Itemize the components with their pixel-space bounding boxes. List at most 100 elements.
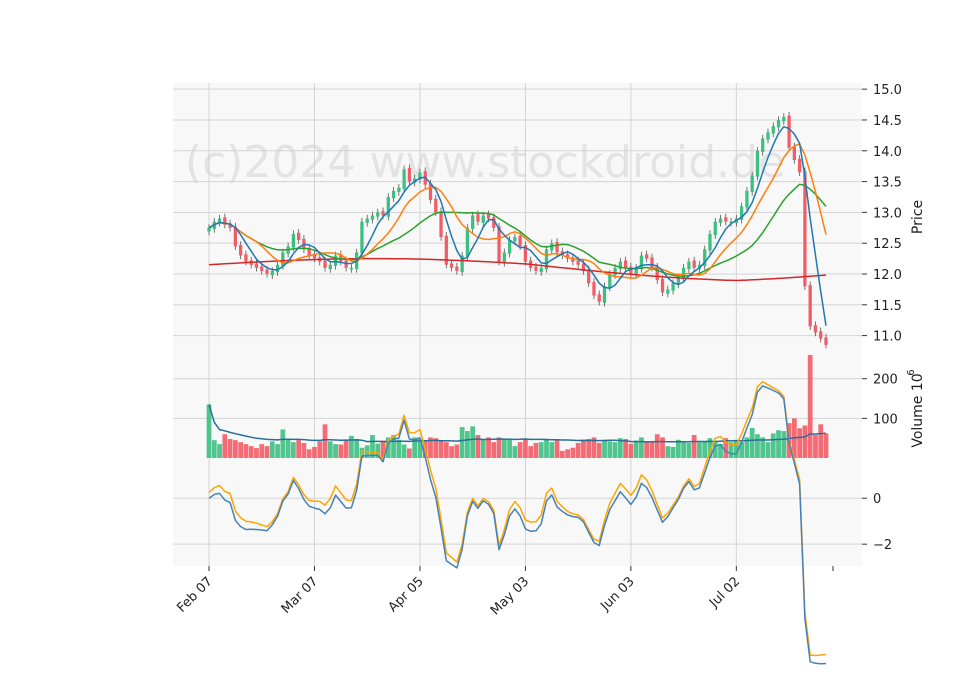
volume-bar: [802, 425, 808, 458]
volume-bar: [623, 438, 628, 458]
volume-tick-label: 200: [873, 373, 898, 388]
volume-bar: [554, 439, 560, 458]
volume-bar: [512, 446, 518, 458]
price-axis-label: Price: [910, 200, 926, 234]
volume-axis-label: Volume 10: [910, 373, 926, 447]
candle-body: [223, 217, 227, 225]
volume-bar: [633, 440, 639, 458]
candle-body: [397, 187, 401, 193]
candle-body: [333, 255, 338, 266]
candle-body: [460, 255, 464, 273]
volume-bar: [449, 446, 454, 458]
volume-bar: [459, 427, 465, 458]
candle-body: [439, 211, 443, 238]
candle-body: [618, 261, 622, 270]
candle-body: [576, 260, 580, 265]
volume-bar: [570, 447, 576, 458]
candle-body: [676, 277, 680, 285]
candle-body: [270, 270, 274, 276]
candle-body: [713, 221, 717, 236]
candle-body: [724, 217, 728, 222]
volume-bar: [211, 440, 217, 458]
price-tick-label: 12.5: [873, 237, 902, 252]
ma-blue-line: [208, 125, 827, 326]
price-panel: [173, 83, 862, 351]
candle-body: [771, 126, 775, 134]
candle-body: [555, 241, 559, 253]
ma-orange-line: [208, 143, 827, 280]
volume-bar: [654, 434, 660, 458]
volume-bar: [454, 444, 460, 458]
candle-body: [655, 266, 659, 281]
chart-grid: [173, 83, 862, 566]
candle-body: [476, 214, 480, 222]
candle-body: [703, 249, 707, 266]
candle-body: [465, 227, 470, 257]
volume-bar: [232, 440, 238, 458]
candle-body: [518, 235, 522, 247]
watermark: (c)2024 www.stockdroid.de: [185, 137, 785, 188]
candle-body: [613, 267, 617, 276]
candle-body: [739, 206, 744, 220]
volume-bar: [338, 444, 344, 458]
candle-body: [645, 254, 649, 259]
volume-bar: [496, 437, 502, 458]
candle-body: [592, 281, 596, 296]
volume-bar: [333, 444, 338, 458]
volume-bar: [760, 437, 766, 458]
volume-bar: [686, 442, 692, 458]
price-tick-label: 14.0: [873, 145, 902, 160]
candle-body: [708, 233, 712, 251]
volume-bar: [507, 439, 512, 458]
volume-bar: [744, 437, 750, 458]
volume-bar: [823, 433, 829, 458]
candle-body: [666, 289, 670, 294]
price-tick-label: 13.0: [873, 206, 902, 221]
candle-body: [481, 215, 485, 223]
volume-bar: [486, 437, 491, 458]
volume-bar: [602, 439, 607, 458]
price-tick-label: 12.0: [873, 268, 902, 283]
candle-body: [275, 264, 280, 273]
candle-body: [265, 269, 269, 274]
candle-body: [729, 221, 733, 224]
candle-body: [803, 171, 807, 287]
candle-body: [587, 269, 591, 284]
volume-bar: [781, 431, 787, 458]
candle-body: [660, 278, 665, 293]
candle-body: [687, 261, 691, 270]
volume-bar: [301, 442, 307, 458]
price-tick-label: 11.5: [873, 299, 902, 314]
candle-body: [413, 178, 417, 183]
candle-body: [550, 243, 554, 251]
volume-bar: [718, 443, 723, 458]
volume-bar: [528, 446, 534, 458]
volume-bar: [264, 446, 270, 458]
volume-bar: [243, 444, 249, 458]
volume-bar: [565, 449, 570, 458]
candle-body: [634, 267, 638, 276]
volume-bar: [586, 438, 592, 458]
volume-bar: [770, 433, 776, 458]
candle-body: [307, 248, 311, 256]
volume-bar: [765, 442, 771, 458]
candle-body: [639, 255, 644, 270]
volume-tick-label: 100: [873, 412, 898, 427]
volume-bar: [254, 448, 259, 458]
oscillator-tick-label: −2: [873, 538, 892, 553]
volume-bar: [723, 438, 729, 458]
volume-average-line: [208, 404, 827, 443]
volume-bar: [285, 438, 291, 458]
candle-body: [718, 218, 723, 223]
candle-body: [449, 263, 454, 268]
volume-axis-exponent: 6: [906, 369, 917, 375]
candle-body: [370, 215, 375, 220]
candle-body: [471, 215, 475, 230]
volume-bar: [238, 442, 244, 458]
candle-body: [523, 245, 528, 262]
volume-bar: [776, 430, 781, 458]
candle-body: [486, 214, 491, 219]
candle-body: [787, 115, 791, 148]
